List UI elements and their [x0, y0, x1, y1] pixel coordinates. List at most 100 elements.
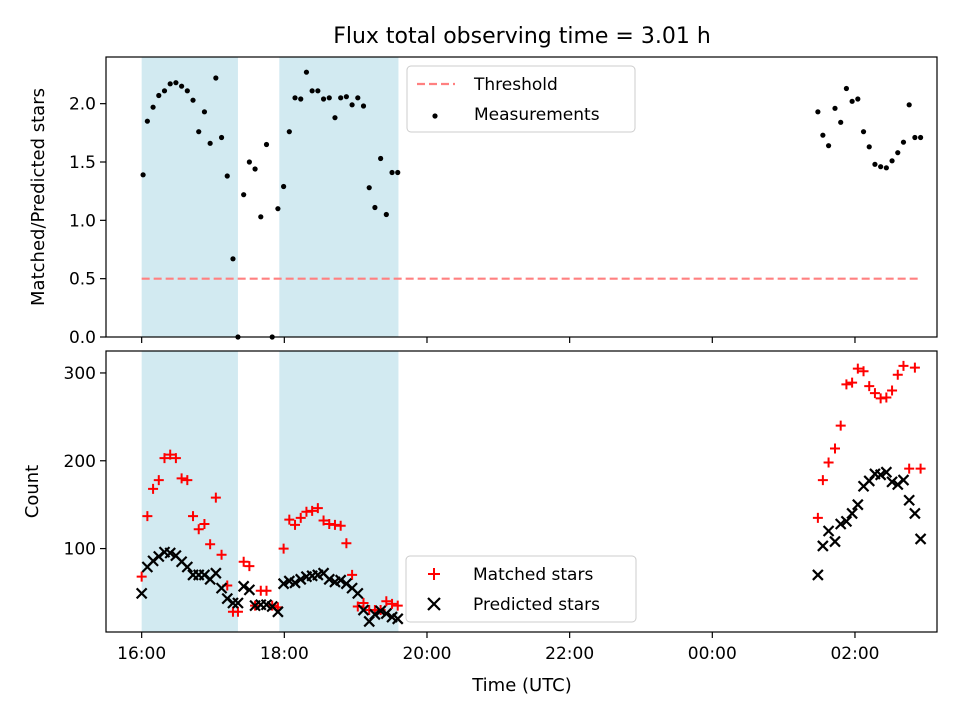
- matched-star-point: [148, 483, 159, 494]
- legend-label: Threshold: [473, 75, 558, 95]
- measurement-point: [241, 192, 247, 198]
- measurement-point: [140, 172, 146, 178]
- y-axis-label: Matched/Predicted stars: [28, 88, 49, 306]
- matched-star-point: [887, 385, 898, 396]
- predicted-star-point: [334, 574, 347, 586]
- matched-star-point: [232, 606, 243, 617]
- matched-star-point: [387, 598, 398, 609]
- y-tick-label: 300: [64, 364, 96, 384]
- matched-star-point: [182, 475, 193, 486]
- measurement-point: [383, 211, 389, 218]
- legend-measurement-swatch: [432, 113, 438, 119]
- matched-star-point: [159, 453, 170, 464]
- measurement-point: [224, 173, 230, 179]
- measurement-point: [843, 85, 850, 92]
- y-tick-label: 2.0: [69, 95, 96, 115]
- matched-star-point: [142, 511, 153, 522]
- shaded-span-1: [279, 351, 399, 632]
- predicted-star-point: [874, 469, 887, 481]
- predicted-star-point: [829, 535, 841, 548]
- measurement-point: [156, 92, 162, 99]
- measurement-point: [372, 204, 378, 211]
- matched-star-point: [904, 463, 915, 474]
- matched-star-point: [858, 366, 869, 377]
- measurement-point: [825, 143, 832, 149]
- measurement-point: [838, 119, 844, 125]
- legend-top: Threshold Measurements: [406, 65, 636, 133]
- predicted-star-point: [914, 533, 927, 545]
- measurement-point: [395, 169, 401, 176]
- predicted-star-point: [227, 597, 239, 609]
- measurement-point: [201, 109, 208, 115]
- predicted-star-point: [897, 474, 910, 486]
- predicted-star-point: [277, 577, 290, 590]
- measurement-point: [303, 69, 310, 75]
- measurement-point: [292, 95, 298, 101]
- matched-star-point: [312, 503, 323, 514]
- measurement-point: [366, 185, 372, 191]
- matched-star-point: [170, 453, 181, 464]
- measurement-point: [889, 158, 895, 164]
- predicted-star-point: [289, 577, 301, 589]
- predicted-star-point: [909, 507, 921, 520]
- measurement-point: [263, 141, 270, 148]
- matched-star-point: [216, 549, 227, 560]
- matched-star-point: [823, 457, 834, 468]
- measurement-point: [281, 183, 287, 190]
- y-axis-label: Count: [22, 465, 43, 518]
- measurement-point: [315, 88, 321, 94]
- predicted-star-point: [164, 547, 176, 559]
- predicted-star-point: [181, 561, 194, 573]
- legend-box: [405, 555, 637, 623]
- measurement-point: [815, 109, 821, 115]
- y-tick-label: 100: [64, 540, 96, 560]
- legend-matched-swatch: [428, 568, 440, 580]
- predicted-star-point: [369, 608, 381, 621]
- predicted-star-point: [294, 573, 307, 586]
- predicted-star-point: [352, 587, 364, 600]
- matched-star-point: [852, 363, 863, 374]
- matched-star-point: [392, 600, 403, 611]
- measurement-point: [298, 96, 304, 102]
- measurement-point: [213, 75, 219, 81]
- matched-star-point: [210, 492, 221, 503]
- measurement-point: [252, 166, 258, 172]
- matched-star-point: [812, 512, 823, 523]
- axes-frame: [105, 350, 938, 633]
- predicted-star-point: [886, 476, 898, 488]
- matched-star-point: [864, 381, 875, 392]
- matched-star-point: [238, 556, 249, 567]
- measurement-point: [906, 102, 912, 108]
- matched-star-point: [290, 519, 301, 530]
- matched-star-point: [153, 475, 164, 486]
- measurement-point: [378, 155, 384, 162]
- matched-star-point: [205, 539, 216, 550]
- predicted-star-point: [846, 507, 858, 520]
- matched-star-point: [165, 449, 176, 460]
- measurement-point: [900, 139, 907, 145]
- matched-star-point: [284, 514, 295, 525]
- measurement-point: [161, 88, 168, 94]
- matched-star-point: [278, 543, 289, 554]
- matched-star-point: [347, 569, 358, 580]
- measurement-point: [343, 94, 349, 100]
- x-tick-label: 00:00: [688, 644, 737, 664]
- predicted-star-point: [374, 605, 387, 617]
- bottom-panel: 100 200 300 16:00 18:00 20:00 22:00 00:00 02:00 C…: [22, 350, 938, 664]
- matched-star-point: [136, 571, 147, 582]
- measurement-point: [860, 129, 867, 135]
- measurement-point: [895, 150, 901, 156]
- x-tick-label: 16:00: [117, 644, 166, 664]
- measurement-point: [349, 102, 355, 108]
- matched-star-point: [341, 538, 352, 549]
- predicted-star-point: [391, 613, 404, 625]
- matched-star-point: [841, 379, 852, 390]
- predicted-star-point: [822, 525, 835, 537]
- measurement-point: [917, 134, 924, 141]
- predicted-star-point: [243, 584, 256, 596]
- predicted-star-point: [903, 494, 915, 507]
- legend-label: Predicted stars: [473, 595, 600, 615]
- measurement-point: [218, 134, 225, 141]
- legend-bottom: Matched stars Predicted stars: [405, 555, 637, 623]
